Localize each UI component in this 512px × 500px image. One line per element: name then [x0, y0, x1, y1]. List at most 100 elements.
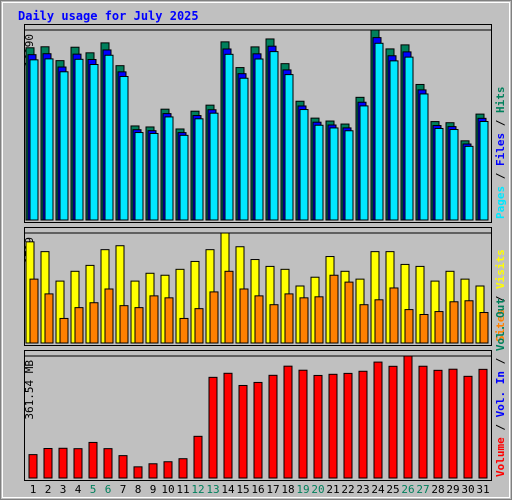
bar	[208, 376, 218, 479]
x-tick-label: 10	[161, 483, 174, 496]
bar	[389, 287, 399, 344]
bar	[164, 116, 174, 221]
bar	[329, 274, 339, 344]
legend-separator: /	[494, 417, 507, 437]
bar	[89, 64, 99, 221]
bar	[238, 384, 248, 479]
bar	[179, 317, 189, 344]
bar	[314, 296, 324, 344]
bar	[179, 134, 189, 221]
bar	[373, 361, 383, 479]
bar	[358, 370, 368, 479]
bar	[29, 278, 39, 344]
bar	[133, 466, 143, 479]
bar	[389, 60, 399, 221]
legend: Sites / Visits	[494, 249, 507, 342]
bar	[404, 309, 414, 344]
bar	[284, 293, 294, 344]
bar	[359, 105, 369, 221]
bar	[464, 300, 474, 344]
bar	[374, 299, 384, 344]
bar	[103, 448, 113, 479]
x-tick-label: 1	[30, 483, 37, 496]
legend-separator: /	[494, 113, 507, 133]
bar	[298, 369, 308, 479]
bar	[73, 448, 83, 479]
bar	[449, 301, 459, 344]
x-tick-label: 19	[296, 483, 309, 496]
bar	[328, 373, 338, 479]
bar	[269, 51, 279, 221]
x-tick-label: 25	[386, 483, 399, 496]
bar	[434, 127, 444, 221]
x-tick-label: 29	[446, 483, 459, 496]
bar	[253, 381, 263, 479]
bar	[149, 132, 159, 221]
bar	[224, 53, 234, 221]
x-tick-label: 4	[75, 483, 82, 496]
x-tick-label: 21	[326, 483, 339, 496]
bar	[59, 317, 69, 344]
x-tick-label: 30	[461, 483, 474, 496]
legend-entry: Pages	[494, 186, 507, 219]
x-tick-label: 13	[206, 483, 219, 496]
x-tick-label: 7	[120, 483, 127, 496]
x-tick-label: 26	[401, 483, 414, 496]
bar	[59, 71, 69, 221]
legend: Pages / Files / Hits	[494, 87, 507, 220]
bar	[478, 368, 488, 479]
bar	[374, 42, 384, 221]
bar	[239, 288, 249, 344]
x-tick-label: 17	[266, 483, 279, 496]
bar	[448, 368, 458, 479]
x-tick-label: 5	[90, 483, 97, 496]
x-tick-label: 3	[60, 483, 67, 496]
bar	[419, 93, 429, 221]
x-tick-label: 23	[356, 483, 369, 496]
y-tick-label: 361.54 MB	[23, 360, 36, 420]
bar	[74, 307, 84, 344]
x-tick-label: 31	[476, 483, 489, 496]
x-tick-label: 27	[416, 483, 429, 496]
legend-entry: Sites	[494, 309, 507, 342]
x-tick-label: 9	[150, 483, 157, 496]
bar	[269, 304, 279, 344]
bar	[299, 297, 309, 344]
bar	[149, 295, 159, 344]
x-tick-label: 22	[341, 483, 354, 496]
bar	[58, 447, 68, 479]
bar	[268, 374, 278, 479]
x-tick-label: 14	[221, 483, 235, 496]
bar	[449, 129, 459, 221]
bar	[118, 455, 128, 479]
bar	[433, 369, 443, 479]
x-tick-label: 8	[135, 483, 142, 496]
x-tick-label: 2	[45, 483, 52, 496]
bar	[344, 281, 354, 344]
bar	[163, 461, 173, 479]
bar	[134, 307, 144, 344]
bar	[178, 458, 188, 479]
bar	[344, 130, 354, 221]
bar	[254, 58, 264, 221]
x-tick-label: 11	[176, 483, 189, 496]
bar	[434, 311, 444, 344]
legend-entry: Vol. In	[494, 371, 507, 417]
bar	[463, 375, 473, 479]
chart-title: Daily usage for July 2025	[18, 9, 199, 23]
bar	[119, 75, 129, 221]
bar	[479, 312, 489, 344]
bar	[418, 365, 428, 479]
bar	[224, 270, 234, 344]
bar	[88, 441, 98, 479]
bar	[254, 295, 264, 344]
bar	[28, 454, 38, 479]
x-tick-label: 28	[431, 483, 444, 496]
bar	[223, 372, 233, 479]
legend-entry: Visits	[494, 249, 507, 289]
legend-entry: Files	[494, 133, 507, 166]
legend: Volume / Vol. In / Vol. Out	[494, 298, 507, 477]
